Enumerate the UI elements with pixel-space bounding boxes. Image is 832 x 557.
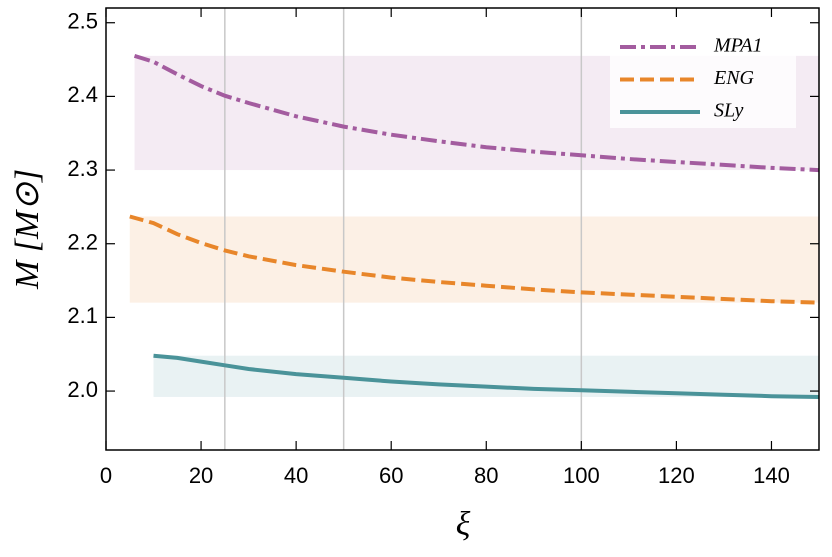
y-tick-label: 2.0 — [67, 377, 98, 402]
y-axis-label: M [M⊙] — [9, 169, 46, 290]
series-line — [133, 53, 820, 173]
x-tick-label: 0 — [100, 463, 112, 488]
x-tick-label: 60 — [379, 463, 403, 488]
legend-label: SLy — [714, 100, 744, 122]
range-band — [153, 355, 820, 397]
y-tick-label: 2.4 — [67, 82, 98, 107]
plot-frame — [105, 7, 820, 451]
legend-label: MPA1 — [713, 35, 763, 57]
range-band — [129, 216, 819, 303]
x-tick-label: 40 — [284, 463, 308, 488]
y-tick-label: 2.2 — [67, 230, 98, 255]
x-tick-label: 140 — [753, 463, 790, 488]
x-axis-label: ξ — [456, 506, 471, 543]
x-tick-label: 20 — [189, 463, 213, 488]
x-tick-label: 80 — [474, 463, 498, 488]
y-tick-label: 2.1 — [67, 303, 98, 328]
x-tick-label: 120 — [658, 463, 695, 488]
legend-label: ENG — [713, 67, 755, 89]
y-tick-label: 2.3 — [67, 156, 98, 181]
x-tick-label: 100 — [563, 463, 600, 488]
y-tick-label: 2.5 — [67, 9, 98, 34]
series-line — [129, 214, 820, 305]
series-line — [153, 353, 820, 399]
